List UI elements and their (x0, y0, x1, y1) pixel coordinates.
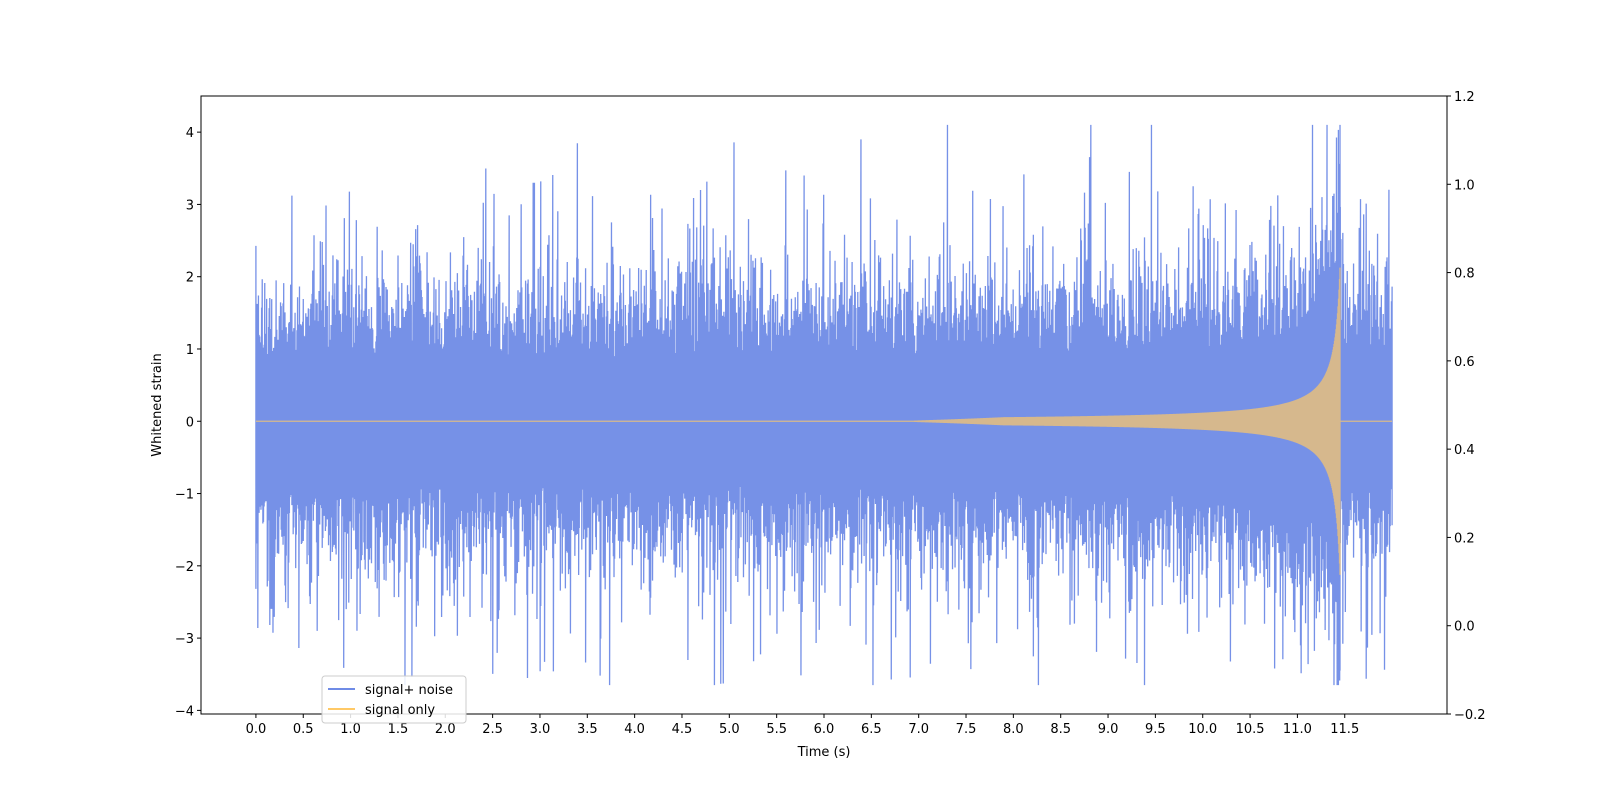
x-tick-label: 0.0 (246, 722, 267, 737)
x-tick-label: 0.5 (293, 722, 314, 737)
x-tick-label: 5.0 (719, 722, 740, 737)
x-tick-label: 11.5 (1330, 722, 1359, 737)
x-tick-label: 6.0 (814, 722, 835, 737)
y-tick-label: −1 (175, 488, 194, 503)
x-tick-label: 8.0 (1003, 722, 1024, 737)
x-tick-label: 10.5 (1236, 722, 1265, 737)
legend-label-signal-only: signal only (365, 703, 435, 718)
y2-tick-label: 0.8 (1454, 267, 1475, 282)
y-axis-right: −0.2 0.0 0.2 0.4 0.6 0.8 1.0 1.2 (1447, 90, 1486, 723)
series-signal-only-line (255, 267, 1393, 575)
y2-tick-label: 0.4 (1454, 443, 1475, 458)
x-tick-label: 8.5 (1050, 722, 1071, 737)
y2-tick-label: 0.0 (1454, 620, 1475, 635)
y-tick-label: −4 (175, 704, 194, 719)
y-tick-label: −2 (175, 560, 194, 575)
x-axis: 0.0 0.5 1.0 1.5 2.0 2.5 3.0 3.5 4.0 4.5 5.0 5.5 6.0 6… (246, 714, 1359, 737)
x-tick-label: 4.5 (672, 722, 693, 737)
x-tick-label: 1.5 (388, 722, 409, 737)
y-tick-label: −3 (175, 632, 194, 647)
legend-box (321, 675, 467, 724)
y-tick-label: 3 (186, 198, 194, 213)
y-tick-label: 1 (186, 343, 194, 358)
x-tick-label: 11.0 (1283, 722, 1312, 737)
y-axis-label: Whitened strain (150, 353, 165, 456)
y2-tick-label: −0.2 (1454, 708, 1486, 723)
x-tick-label: 1.0 (340, 722, 361, 737)
y-tick-label: 0 (186, 415, 194, 430)
x-tick-label: 10.0 (1188, 722, 1217, 737)
x-tick-label: 9.5 (1145, 722, 1166, 737)
x-tick-label: 3.5 (577, 722, 598, 737)
x-tick-label: 3.0 (530, 722, 551, 737)
legend: signal+ noise signal only (321, 675, 467, 724)
x-tick-label: 9.0 (1098, 722, 1119, 737)
y2-tick-label: 1.0 (1454, 178, 1475, 193)
x-tick-label: 2.5 (482, 722, 503, 737)
y2-tick-label: 1.2 (1454, 90, 1475, 105)
y-tick-label: 2 (186, 271, 194, 286)
x-tick-label: 7.0 (908, 722, 929, 737)
x-tick-label: 5.5 (766, 722, 787, 737)
x-tick-label: 6.5 (861, 722, 882, 737)
legend-label-signal-noise: signal+ noise (365, 683, 453, 698)
y2-tick-label: 0.6 (1454, 355, 1475, 370)
x-tick-label: 2.0 (435, 722, 456, 737)
series-layer (255, 124, 1393, 686)
y-axis-left: −4 −3 −2 −1 0 1 2 3 4 (175, 126, 201, 719)
y2-tick-label: 0.2 (1454, 531, 1475, 546)
x-tick-label: 4.0 (624, 722, 645, 737)
x-axis-label: Time (s) (797, 745, 851, 760)
x-tick-label: 7.5 (956, 722, 977, 737)
y-tick-label: 4 (186, 126, 194, 141)
